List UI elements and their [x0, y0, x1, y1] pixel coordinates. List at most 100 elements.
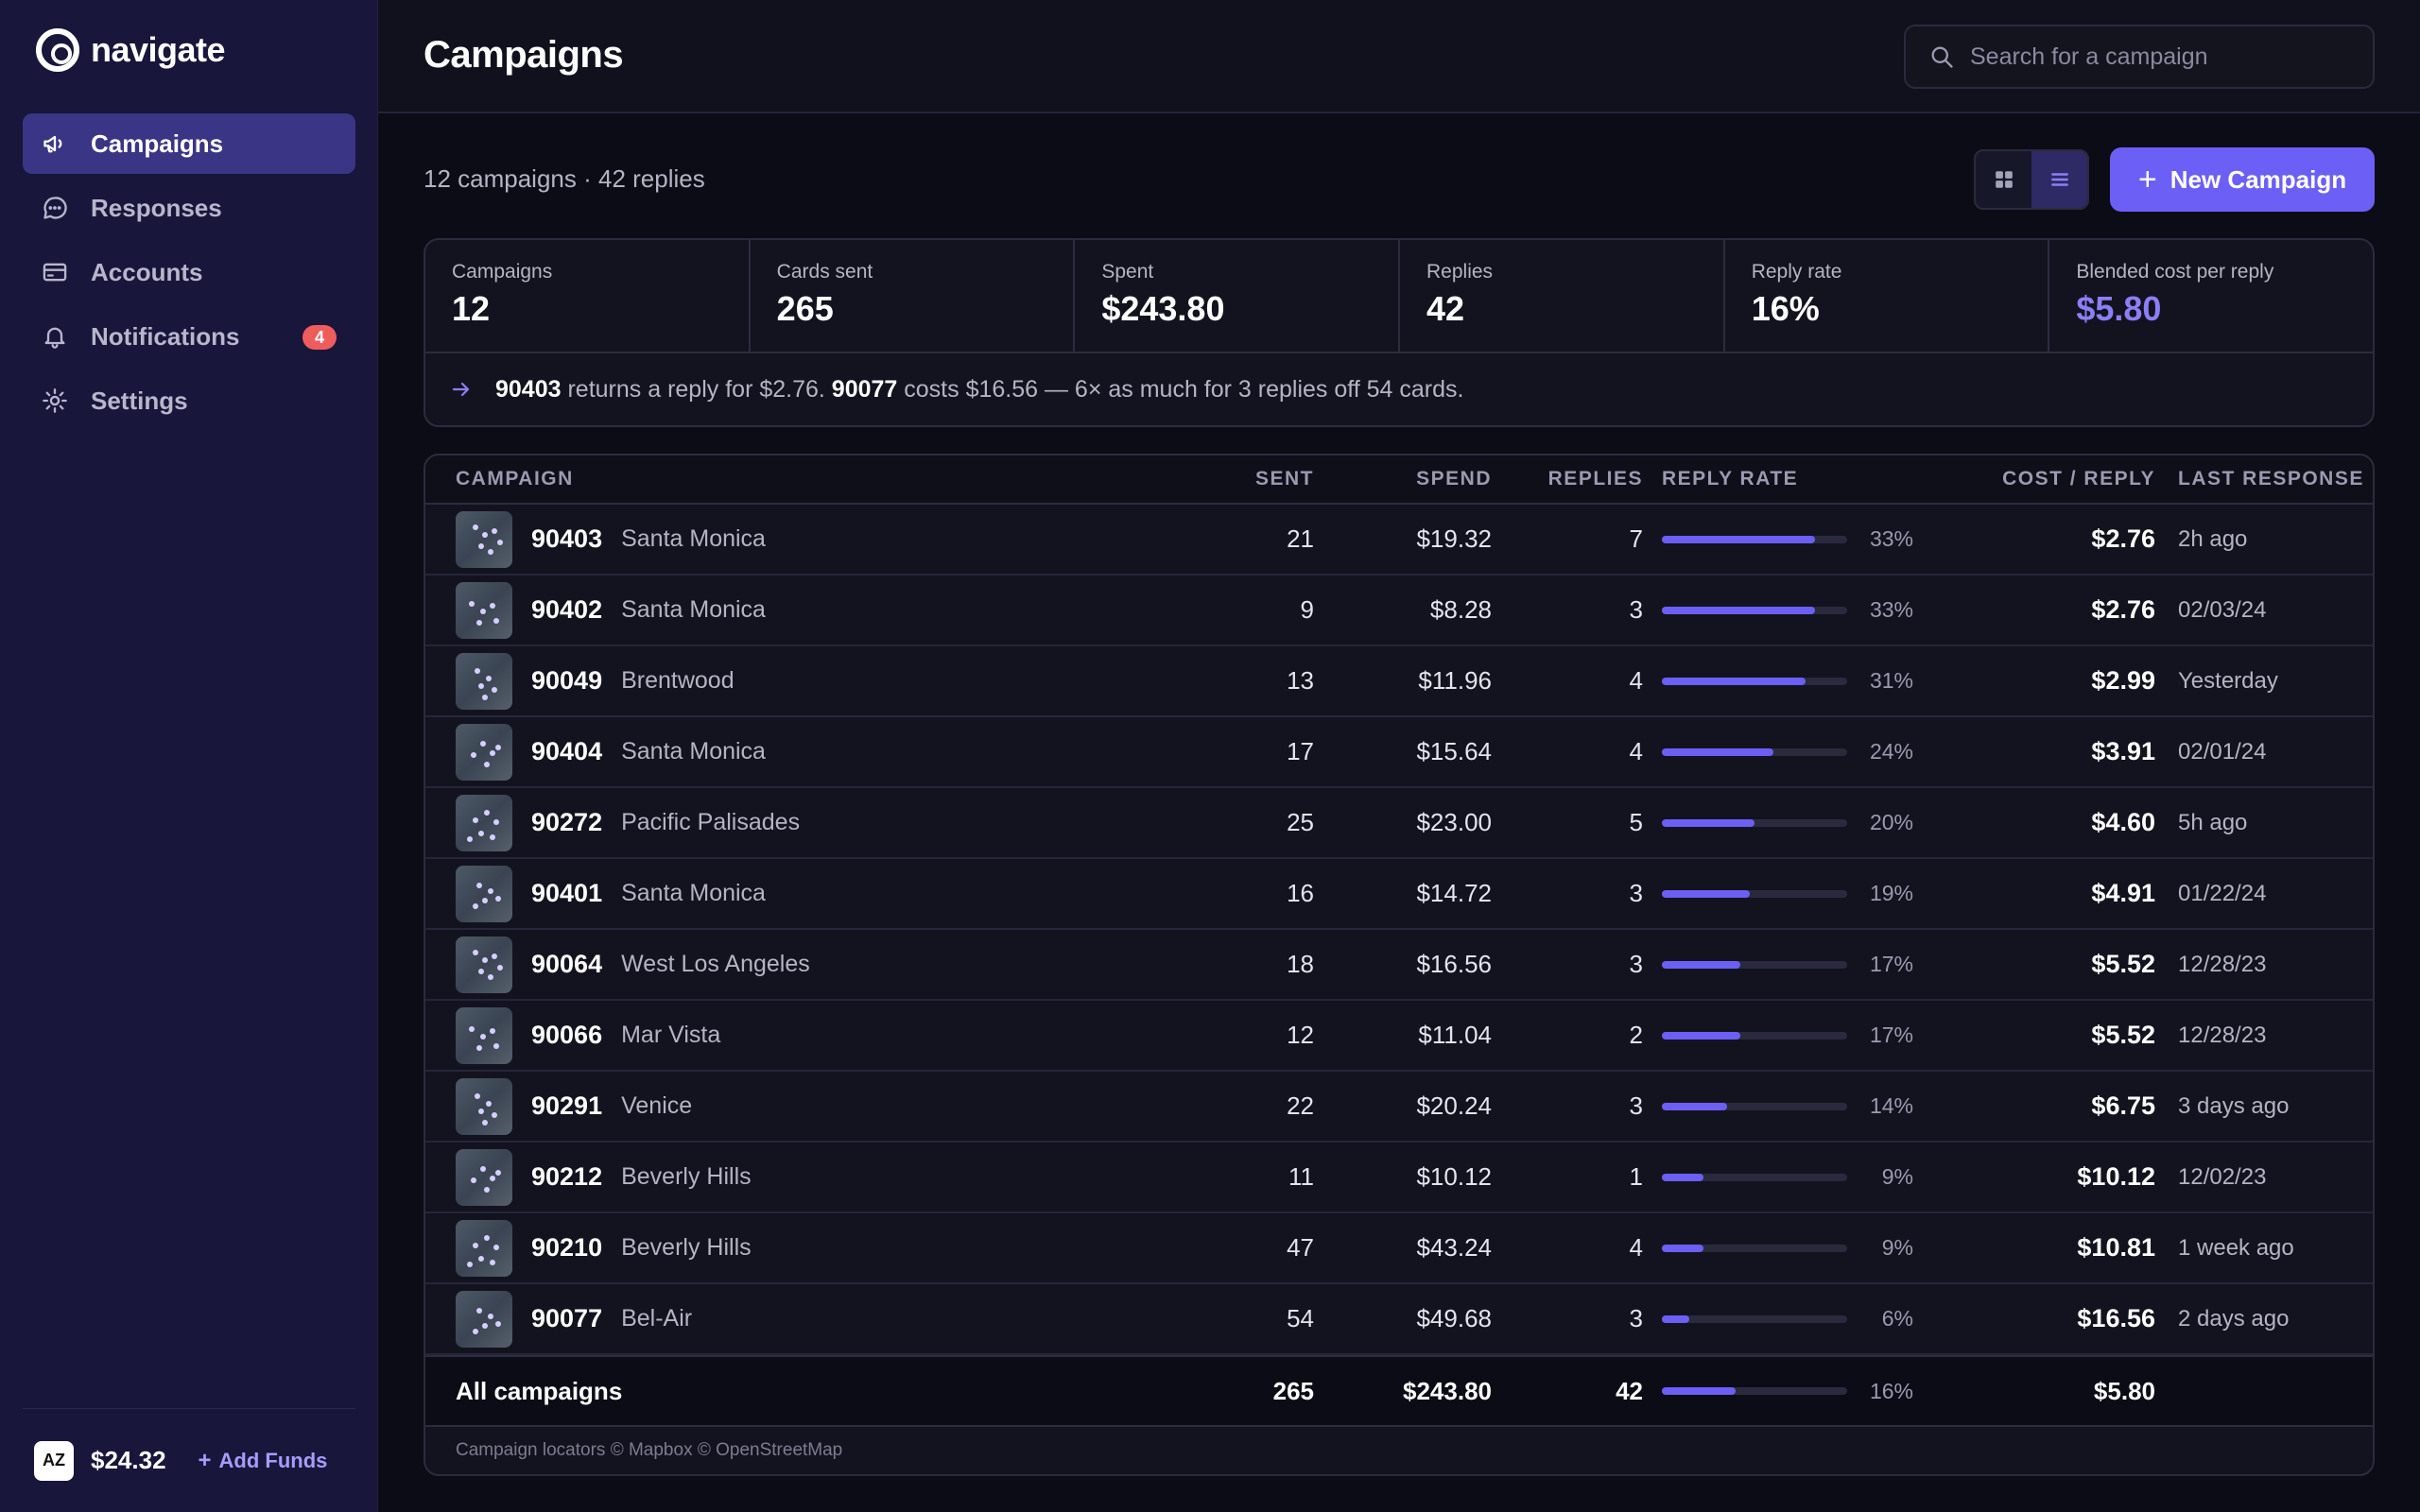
table-row[interactable]: 90066 Mar Vista 12 $11.04 2 17% $5.52 12/28/23 — [425, 1001, 2373, 1072]
totals-reply-rate: 16% — [1643, 1379, 1955, 1404]
map-marker-dot — [469, 1025, 475, 1032]
sidebar-item-notifications[interactable]: Notifications 4 — [23, 306, 355, 367]
avatar[interactable]: AZ — [34, 1440, 74, 1481]
cell-spend: $49.68 — [1416, 1304, 1492, 1332]
table-row[interactable]: 90210 Beverly Hills 47 $43.24 4 9% $10.81 1 wee… — [425, 1213, 2373, 1284]
cell-reply-rate: 31% — [1643, 668, 1955, 694]
campaign-area: Beverly Hills — [621, 1234, 752, 1261]
cell-last-response: 2h ago — [2178, 525, 2248, 552]
map-marker-dot — [484, 1186, 490, 1193]
reply-rate-bar — [1662, 1244, 1847, 1252]
cell-sent: 22 — [1287, 1091, 1314, 1120]
sidebar-item-responses[interactable]: Responses — [23, 178, 355, 238]
search-box[interactable] — [1904, 25, 2375, 89]
table-row[interactable]: 90049 Brentwood 13 $11.96 4 31% $2.99 Yesterday — [425, 646, 2373, 717]
stat-blended-cost: Blended cost per reply $5.80 — [2049, 240, 2373, 352]
map-marker-dot — [493, 1042, 499, 1049]
sidebar-item-label: Settings — [91, 386, 188, 415]
map-marker-dot — [497, 539, 503, 545]
campaign-area: West Los Angeles — [621, 951, 810, 977]
cell-last-response: 12/28/23 — [2178, 1022, 2267, 1048]
reply-rate-bar — [1662, 889, 1847, 898]
cell-sent: 54 — [1287, 1304, 1314, 1332]
cell-reply-rate: 20% — [1643, 810, 1955, 835]
reply-rate-percent: 16% — [1869, 1378, 1913, 1403]
reply-rate-bar-fill — [1662, 1314, 1690, 1323]
cell-replies: 7 — [1629, 524, 1643, 553]
map-marker-dot — [473, 1328, 478, 1334]
map-marker-dot — [482, 1119, 488, 1125]
campaign-zip: 90404 — [531, 737, 603, 765]
cell-sent: 25 — [1287, 808, 1314, 836]
notification-count-badge: 4 — [302, 325, 337, 350]
map-marker-dot — [478, 968, 484, 974]
plus-icon: + — [198, 1447, 212, 1473]
column-header-sent[interactable]: SENT — [1254, 468, 1314, 490]
cell-sent: 17 — [1287, 737, 1314, 765]
credit-card-icon — [42, 259, 68, 285]
sidebar-item-settings[interactable]: Settings — [23, 370, 355, 431]
campaign-zip: 90210 — [531, 1233, 603, 1262]
app-logo[interactable]: navigate — [36, 26, 226, 74]
table-row[interactable]: 90212 Beverly Hills 11 $10.12 1 9% $10.12 12/02… — [425, 1143, 2373, 1213]
search-input[interactable] — [1970, 43, 2348, 71]
sidebar-item-campaigns[interactable]: Campaigns — [23, 113, 355, 174]
map-marker-dot — [484, 761, 490, 767]
table-row[interactable]: 90291 Venice 22 $20.24 3 14% $6.75 3 days ago — [425, 1072, 2373, 1143]
reply-rate-percent: 33% — [1869, 526, 1913, 551]
campaign-area: Brentwood — [621, 667, 735, 694]
column-header-campaign[interactable]: CAMPAIGN — [456, 468, 574, 490]
table-row[interactable]: 90064 West Los Angeles 18 $16.56 3 17% $5.52 12… — [425, 930, 2373, 1001]
cell-reply-rate: 33% — [1643, 597, 1955, 623]
stat-label: Blended cost per reply — [2076, 261, 2274, 283]
reply-rate-percent: 31% — [1869, 668, 1913, 693]
sidebar-item-accounts[interactable]: Accounts — [23, 242, 355, 302]
column-header-last-response[interactable]: LAST RESPONSE — [2178, 468, 2364, 490]
map-marker-dot — [469, 600, 475, 607]
column-header-replies[interactable]: REPLIES — [1547, 468, 1643, 490]
reply-rate-bar-fill — [1662, 1102, 1727, 1110]
add-funds-button[interactable]: + Add Funds — [199, 1448, 328, 1474]
map-marker-dot — [480, 740, 486, 747]
reply-rate-bar — [1662, 606, 1847, 614]
reply-rate-percent: 20% — [1869, 810, 1913, 834]
table-row[interactable]: 90403 Santa Monica 21 $19.32 7 33% $2.76 2h ago — [425, 505, 2373, 576]
totals-spend: $243.80 — [1403, 1376, 1492, 1405]
column-header-cost-per-reply[interactable]: COST / REPLY — [2002, 468, 2155, 490]
campaign-zip: 90402 — [531, 595, 603, 624]
reply-rate-percent: 14% — [1869, 1093, 1913, 1118]
campaign-map-thumbnail — [456, 1290, 512, 1348]
campaign-map-thumbnail — [456, 1077, 512, 1135]
cell-spend: $11.96 — [1418, 666, 1492, 695]
table-row[interactable]: 90401 Santa Monica 16 $14.72 3 19% $4.91 01/22/… — [425, 859, 2373, 930]
chat-bubble-icon — [42, 195, 68, 221]
cell-sent: 47 — [1287, 1233, 1314, 1262]
column-header-reply-rate[interactable]: REPLY RATE — [1662, 468, 1799, 490]
cell-cost-per-reply: $10.81 — [2077, 1233, 2155, 1262]
table-row[interactable]: 90272 Pacific Palisades 25 $23.00 5 20% $4.60 5… — [425, 788, 2373, 859]
cell-cost-per-reply: $4.91 — [2091, 879, 2155, 907]
cell-last-response: 12/28/23 — [2178, 951, 2267, 977]
table-row[interactable]: 90404 Santa Monica 17 $15.64 4 24% $3.91 02/01/… — [425, 717, 2373, 788]
new-campaign-button[interactable]: + New Campaign — [2110, 147, 2375, 212]
table-totals-row: All campaigns 265 $243.80 42 16% $5.80 — [425, 1355, 2373, 1427]
map-marker-dot — [493, 1244, 499, 1250]
map-marker-dot — [476, 882, 482, 888]
campaign-area: Santa Monica — [621, 525, 766, 552]
map-marker-dot — [493, 617, 499, 624]
cell-replies: 3 — [1629, 595, 1643, 624]
list-view-button[interactable] — [2031, 151, 2087, 208]
cell-last-response: 12/02/23 — [2178, 1163, 2267, 1190]
cell-replies: 5 — [1629, 808, 1643, 836]
map-marker-dot — [473, 1242, 478, 1248]
table-row[interactable]: 90402 Santa Monica 9 $8.28 3 33% $2.76 02/03/24 — [425, 576, 2373, 646]
table-row[interactable]: 90077 Bel-Air 54 $49.68 3 6% $16.56 2 days ago — [425, 1284, 2373, 1355]
campaign-map-thumbnail — [456, 794, 512, 851]
stat-label: Reply rate — [1751, 261, 1842, 283]
stat-value: $5.80 — [2076, 289, 2162, 328]
grid-view-button[interactable] — [1976, 151, 2031, 208]
column-header-spend[interactable]: SPEND — [1416, 468, 1492, 490]
reply-rate-bar — [1662, 1314, 1847, 1323]
cell-replies: 1 — [1629, 1162, 1643, 1191]
map-marker-dot — [484, 809, 490, 816]
